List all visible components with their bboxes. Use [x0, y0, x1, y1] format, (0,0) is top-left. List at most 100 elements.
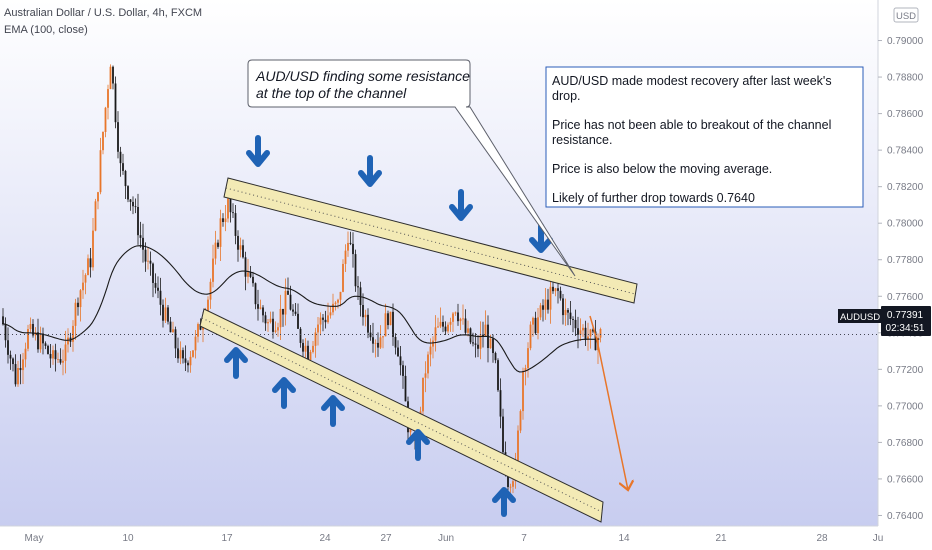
down-arrow-icon	[529, 223, 553, 253]
candle-body	[192, 350, 194, 357]
candle-body	[177, 348, 179, 359]
candle-body	[137, 206, 139, 236]
candle-body	[314, 332, 317, 346]
candle-body	[462, 318, 464, 320]
candle-body	[564, 309, 567, 316]
candle-body	[42, 333, 44, 344]
time-tick-label: May	[25, 533, 44, 544]
candle-body	[579, 330, 582, 335]
candle-body	[499, 390, 502, 417]
projection-arrow[interactable]	[589, 315, 628, 490]
candle-body	[209, 281, 212, 300]
candle-body	[37, 332, 39, 350]
candle-body	[174, 329, 177, 349]
candle-body	[369, 332, 372, 338]
up-arrow-icon	[321, 395, 345, 427]
candle-body	[64, 344, 67, 361]
candle-body	[559, 290, 562, 299]
candle-body	[219, 218, 222, 247]
time-tick-label: 21	[715, 533, 727, 544]
candle-body	[302, 342, 304, 352]
candle-body	[557, 288, 559, 291]
candle-body	[494, 353, 497, 361]
candle-body	[247, 272, 249, 277]
analysis-line-3: Price is also below the moving average.	[552, 162, 773, 176]
candle-body	[572, 318, 574, 320]
candle-body	[594, 331, 597, 351]
time-axis-area	[0, 526, 878, 550]
candle-body	[299, 328, 302, 343]
candle-body	[89, 258, 92, 268]
candle-body	[17, 368, 19, 385]
candle-body	[72, 325, 74, 342]
candle-body	[29, 323, 32, 330]
candle-body	[497, 360, 499, 391]
price-tick-label: 0.78600	[887, 109, 924, 120]
candle-body	[9, 354, 12, 359]
candle-body	[354, 254, 357, 287]
candle-body	[532, 317, 534, 325]
candle-body	[464, 318, 467, 333]
candle-body	[102, 131, 104, 151]
candle-body	[454, 312, 457, 314]
candle-body	[482, 334, 484, 337]
candle-body	[22, 359, 24, 371]
candle-body	[312, 345, 314, 353]
candle-body	[567, 309, 569, 313]
candle-body	[309, 352, 312, 361]
candle-body	[282, 308, 284, 315]
candle-body	[524, 368, 527, 372]
candle-body	[252, 276, 254, 284]
down-arrow-icon	[246, 135, 270, 167]
candle-body	[152, 263, 154, 283]
candle-body	[19, 368, 22, 371]
candle-body	[289, 294, 292, 310]
candle-body	[199, 324, 202, 330]
candle-body	[582, 327, 584, 331]
candle-body	[237, 235, 239, 250]
candle-body	[164, 307, 167, 321]
candle-body	[304, 345, 307, 352]
candle-body	[592, 329, 594, 332]
callout-bubble[interactable]	[247, 59, 576, 277]
candle-body	[319, 317, 322, 325]
candle-body	[372, 337, 374, 344]
candle-body	[292, 309, 294, 312]
candle-body	[352, 243, 354, 255]
time-tick-label: 7	[521, 533, 527, 544]
candle-body	[67, 337, 69, 345]
candle-body	[474, 343, 477, 345]
callout-line-1: AUD/USD finding some resistance	[256, 68, 470, 84]
candle-body	[112, 66, 114, 84]
candle-body	[12, 358, 14, 365]
candle-body	[382, 336, 384, 338]
candle-body	[267, 322, 269, 324]
candle-body	[344, 250, 347, 264]
candle-body	[147, 260, 149, 262]
candle-body	[82, 282, 84, 291]
candle-body	[224, 218, 227, 223]
candle-body	[342, 263, 344, 292]
candle-body	[489, 338, 492, 349]
price-tick-label: 0.77000	[887, 401, 924, 412]
price-axis-area	[878, 0, 932, 550]
candle-body	[149, 260, 152, 264]
candle-body	[507, 474, 509, 487]
chart-title: Australian Dollar / U.S. Dollar, 4h, FXC…	[4, 7, 203, 19]
candle-body	[119, 151, 122, 164]
candle-body	[139, 235, 142, 238]
lower-channel[interactable]	[199, 308, 604, 523]
candle-body	[294, 311, 297, 314]
upper-channel[interactable]	[223, 177, 638, 304]
candle-body	[429, 346, 432, 355]
candle-body	[27, 329, 29, 349]
candle-body	[127, 186, 129, 200]
candle-body	[552, 286, 554, 292]
candle-body	[94, 201, 97, 231]
analysis-box[interactable]	[545, 66, 864, 208]
down-arrow-icon	[449, 189, 473, 221]
candle-body	[284, 290, 287, 315]
candle-body	[509, 486, 512, 488]
candle-body	[402, 365, 404, 376]
